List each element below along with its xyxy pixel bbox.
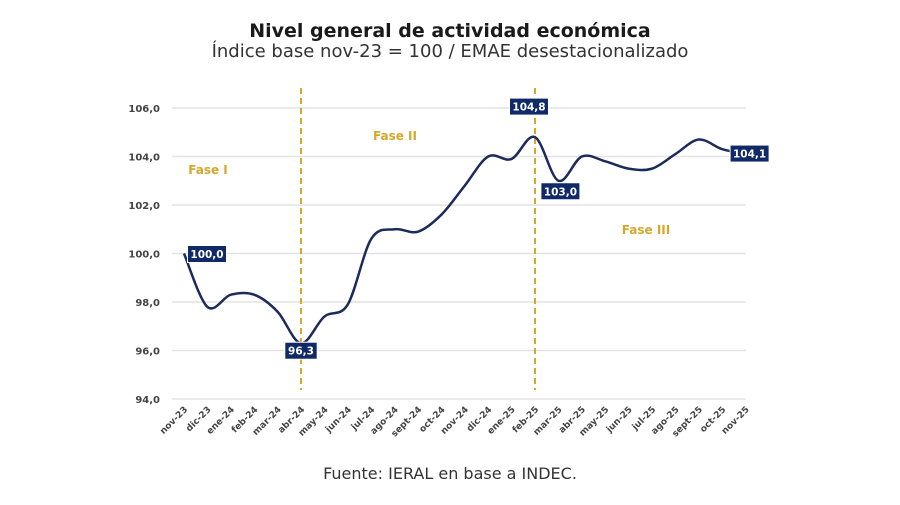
data-label: 100,0: [190, 249, 223, 261]
chart-title: Nivel general de actividad económica: [249, 20, 651, 42]
chart-source: Fuente: IERAL en base a INDEC.: [323, 464, 577, 483]
y-tick-label: 102,0: [128, 201, 160, 212]
y-tick-label: 94,0: [135, 395, 160, 406]
phase-label: Fase III: [622, 223, 670, 237]
y-tick-label: 104,0: [128, 153, 160, 164]
data-label: 104,8: [512, 102, 545, 114]
phase-label: Fase I: [188, 163, 228, 177]
y-tick-label: 96,0: [135, 347, 160, 358]
series-line: [182, 135, 746, 345]
data-label: 103,0: [544, 186, 577, 198]
x-tick-label: nov-23: [159, 405, 191, 437]
data-label-box: [540, 182, 581, 201]
data-label: 104,1: [733, 149, 766, 161]
y-tick-label: 100,0: [128, 250, 160, 261]
chart-subtitle: Índice base nov-23 = 100 / EMAE desestac…: [211, 41, 689, 62]
data-label: 96,3: [288, 346, 314, 358]
data-label-box: [284, 341, 318, 360]
y-tick-label: 98,0: [135, 298, 160, 309]
y-tick-label: 106,0: [128, 104, 160, 115]
data-label-box: [729, 144, 770, 163]
phase-label: Fase II: [373, 129, 417, 143]
data-label-box: [187, 245, 227, 263]
data-label-box: [509, 97, 549, 116]
